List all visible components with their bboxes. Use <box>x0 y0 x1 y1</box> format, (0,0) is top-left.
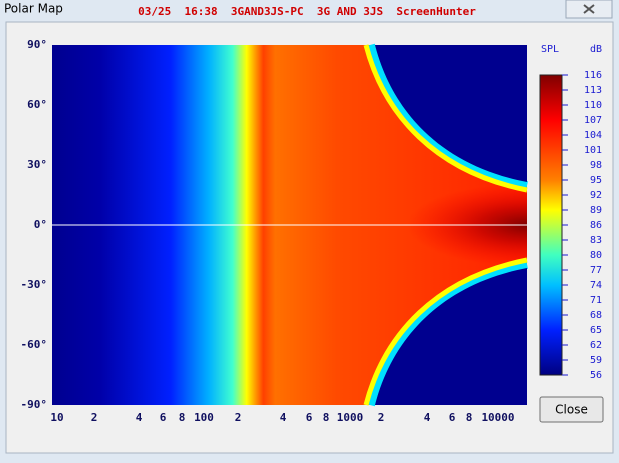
colorbar-label: 65 <box>590 325 602 336</box>
y-label: -90° <box>21 398 48 411</box>
x-label: 8 <box>179 411 186 424</box>
colorbar-label: 107 <box>584 115 602 126</box>
colorbar-label: 89 <box>590 205 602 216</box>
colorbar-label: 59 <box>590 355 602 366</box>
y-label: 90° <box>27 38 47 51</box>
close-x[interactable] <box>565 0 613 19</box>
x-label: 1000 <box>337 411 364 424</box>
x-label: 4 <box>280 411 287 424</box>
x-label: 4 <box>424 411 431 424</box>
colorbar-label: 104 <box>584 130 602 141</box>
colorbar-label: 116 <box>584 70 602 81</box>
heatmap <box>52 43 528 407</box>
x-label: 6 <box>306 411 313 424</box>
colorbar-quantity: SPL <box>541 44 559 55</box>
colorbar-label: 74 <box>590 280 602 291</box>
colorbar <box>539 74 563 376</box>
x-label: 10000 <box>481 411 514 424</box>
colorbar-label: 56 <box>590 370 602 381</box>
colorbar-label: 71 <box>590 295 602 306</box>
x-label: 6 <box>449 411 456 424</box>
x-label: 2 <box>235 411 242 424</box>
close-button-label[interactable]: Close <box>555 403 588 417</box>
x-label: 100 <box>194 411 214 424</box>
colorbar-unit: dB <box>590 44 602 55</box>
colorbar-label: 95 <box>590 175 602 186</box>
close-button[interactable]: Close <box>539 396 604 423</box>
x-label: 6 <box>160 411 167 424</box>
colorbar-label: 86 <box>590 220 602 231</box>
y-label: -60° <box>21 338 48 351</box>
window-title: Polar Map <box>4 2 63 16</box>
y-label: 30° <box>27 158 47 171</box>
x-label: 2 <box>378 411 385 424</box>
colorbar-label: 77 <box>590 265 602 276</box>
colorbar-label: 110 <box>584 100 602 111</box>
colorbar-label: 113 <box>584 85 602 96</box>
colorbar-label: 68 <box>590 310 602 321</box>
header-text: 03/25 16:38 3GAND3JS-PC 3G AND 3JS Scree… <box>138 5 476 18</box>
x-label: 8 <box>323 411 330 424</box>
colorbar-label: 83 <box>590 235 602 246</box>
x-label: 4 <box>136 411 143 424</box>
x-label: 2 <box>91 411 98 424</box>
y-label: 60° <box>27 98 47 111</box>
colorbar-label: 80 <box>590 250 602 261</box>
colorbar-label: 62 <box>590 340 602 351</box>
colorbar-label: 101 <box>584 145 602 156</box>
y-label: -30° <box>21 278 48 291</box>
colorbar-label: 98 <box>590 160 602 171</box>
y-label: 0° <box>34 218 47 231</box>
x-label: 10 <box>50 411 63 424</box>
colorbar-label: 92 <box>590 190 602 201</box>
x-label: 8 <box>466 411 473 424</box>
